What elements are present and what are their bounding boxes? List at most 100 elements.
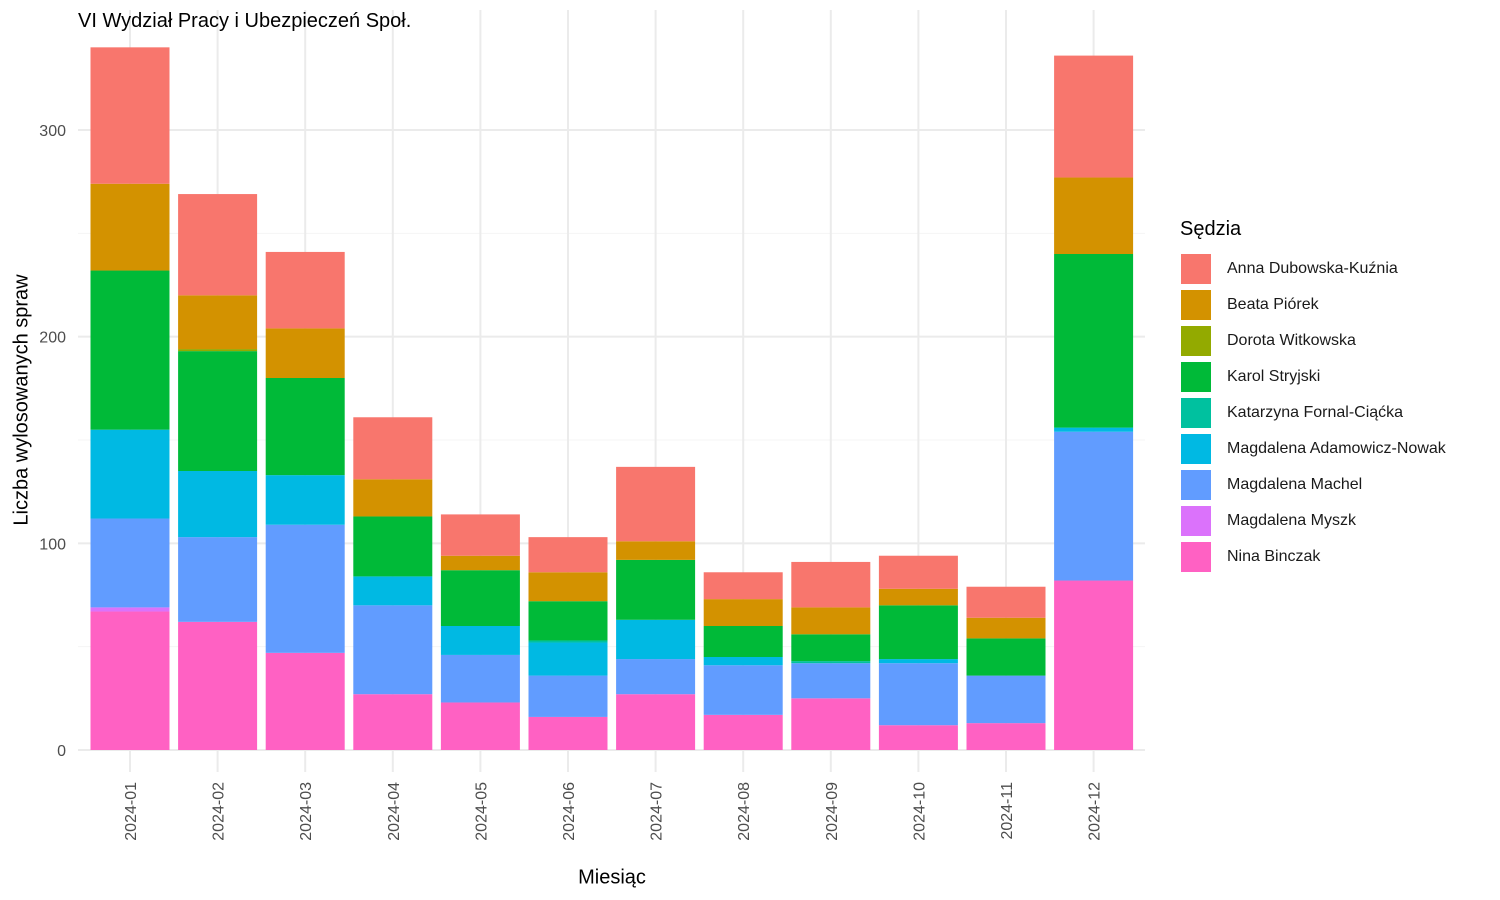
bar-segment <box>528 640 608 643</box>
legend-swatch <box>1180 469 1212 501</box>
legend-swatch <box>1180 505 1212 537</box>
legend-swatch <box>1180 433 1212 465</box>
bar-segment <box>966 723 1046 750</box>
bar-segment <box>178 537 258 622</box>
bar-segment <box>440 702 520 750</box>
bar-segment <box>1054 254 1134 428</box>
bar-segment <box>178 295 258 350</box>
bar-segment <box>791 561 871 608</box>
bar-segment <box>616 541 696 560</box>
legend-item: Katarzyna Fornal-Ciąćka <box>1180 395 1446 431</box>
bar-segment <box>966 638 1046 676</box>
x-tick-label: 2024-05 <box>473 782 490 841</box>
y-tick-label: 0 <box>57 743 66 760</box>
bar-segment <box>791 663 871 699</box>
bar-segment <box>90 270 170 430</box>
bar-segment <box>791 634 871 662</box>
x-tick-label: 2024-08 <box>736 782 753 841</box>
bar-segment <box>616 659 696 695</box>
bar-segment <box>528 601 608 641</box>
legend-item: Karol Stryjski <box>1180 359 1446 395</box>
x-tick-label: 2024-07 <box>649 782 666 841</box>
axis-labels-layer: 0 100 200 300 2024-01 2024-02 2024-03 2024-04 20… <box>39 123 1103 841</box>
legend-items: Anna Dubowska-Kuźnia Beata Piórek Dorota W… <box>1180 251 1446 575</box>
legend-item: Magdalena Myszk <box>1180 503 1446 539</box>
bar-segment <box>353 516 433 577</box>
legend-swatch <box>1180 541 1212 573</box>
bar-segment <box>178 471 258 538</box>
bar-segment <box>616 619 696 660</box>
chart-title: VI Wydział Pracy i Ubezpieczeń Społ. <box>78 10 412 32</box>
legend-label: Anna Dubowska-Kuźnia <box>1227 260 1398 277</box>
bar-segment <box>353 417 433 480</box>
bar-segment <box>440 555 520 571</box>
bar-segment <box>966 675 1046 724</box>
legend-label: Magdalena Myszk <box>1227 512 1356 529</box>
legend-item: Anna Dubowska-Kuźnia <box>1180 251 1446 287</box>
bar-segment <box>966 617 1046 639</box>
bar-segment <box>265 328 345 378</box>
bar-segment <box>353 694 433 750</box>
bar-segment <box>265 378 345 476</box>
x-tick-label: 2024-09 <box>824 782 841 841</box>
bar-segment <box>966 586 1046 618</box>
bars-layer <box>90 47 1134 750</box>
bar-segment <box>90 607 170 612</box>
legend: Sędzia Anna Dubowska-Kuźnia Beata Piórek D… <box>1180 218 1446 575</box>
bar-segment <box>440 570 520 626</box>
y-tick-label: 200 <box>39 330 66 347</box>
y-axis-title: Liczba wylosowanych spraw <box>10 274 33 526</box>
legend-item: Dorota Witkowska <box>1180 323 1446 359</box>
bar-segment <box>528 642 608 676</box>
legend-label: Karol Stryjski <box>1227 368 1321 385</box>
bar-segment <box>440 514 520 556</box>
bar-segment <box>178 194 258 296</box>
bar-segment <box>90 611 170 750</box>
bar-segment <box>791 607 871 635</box>
bar-segment <box>878 555 958 589</box>
x-tick-label: 2024-06 <box>561 782 578 841</box>
bar-segment <box>528 716 608 750</box>
bar-segment <box>703 599 783 626</box>
legend-item: Beata Piórek <box>1180 287 1446 323</box>
legend-label: Dorota Witkowska <box>1227 332 1356 349</box>
x-tick-label: 2024-01 <box>123 782 140 841</box>
x-axis-title: Miesiąc <box>578 866 646 889</box>
bar-segment <box>878 605 958 660</box>
bar-segment <box>791 661 871 664</box>
bar-segment <box>1054 431 1134 581</box>
bar-segment <box>440 654 520 703</box>
bar-segment <box>1054 427 1134 432</box>
y-tick-label: 100 <box>39 536 66 553</box>
bar-segment <box>878 659 958 664</box>
bar-segment <box>90 47 170 184</box>
bar-segment <box>616 466 696 542</box>
bar-segment <box>178 349 258 352</box>
bar-segment <box>616 559 696 620</box>
legend-swatch <box>1180 289 1212 321</box>
legend-item: Magdalena Adamowicz-Nowak <box>1180 431 1446 467</box>
legend-item: Magdalena Machel <box>1180 467 1446 503</box>
bar-segment <box>265 475 345 525</box>
x-tick-label: 2024-02 <box>211 782 228 841</box>
bar-segment <box>878 588 958 606</box>
bar-segment <box>353 605 433 695</box>
bar-segment <box>878 663 958 726</box>
bar-segment <box>703 657 783 666</box>
legend-label: Katarzyna Fornal-Ciąćka <box>1227 404 1404 421</box>
y-tick-label: 300 <box>39 123 66 140</box>
bar-segment <box>703 714 783 750</box>
bar-segment <box>878 725 958 750</box>
bar-segment <box>528 537 608 573</box>
bar-segment <box>528 675 608 717</box>
bar-segment <box>440 626 520 655</box>
bar-segment <box>703 626 783 657</box>
legend-swatch <box>1180 361 1212 393</box>
bar-segment <box>703 572 783 600</box>
legend-title: Sędzia <box>1180 218 1242 240</box>
legend-swatch <box>1180 397 1212 429</box>
bar-segment <box>353 576 433 606</box>
legend-label: Magdalena Adamowicz-Nowak <box>1227 440 1446 457</box>
bar-segment <box>178 351 258 471</box>
